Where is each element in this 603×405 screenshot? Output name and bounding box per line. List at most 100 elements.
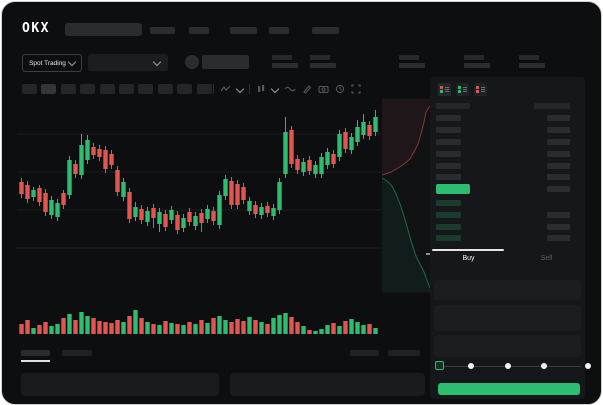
nav-item-1[interactable] (150, 27, 175, 34)
bid-price-1[interactable] (436, 200, 461, 206)
screenshot-camera-icon[interactable] (318, 84, 329, 94)
price-field[interactable] (434, 280, 581, 300)
last-price-badge[interactable] (436, 184, 470, 194)
candle-body (217, 195, 222, 225)
timeframe-button-5[interactable] (99, 84, 115, 94)
search-input[interactable] (65, 23, 142, 36)
candle-body (211, 211, 216, 221)
candle-body (97, 149, 102, 157)
ask-price-1[interactable] (436, 115, 461, 121)
depth-chart[interactable] (382, 98, 430, 293)
ask-amount-7 (547, 186, 570, 192)
bottom-action-1[interactable] (350, 350, 379, 356)
candle-body (115, 170, 120, 192)
settings-gear-icon[interactable] (335, 84, 345, 94)
orderbook-view-combined-button[interactable] (438, 83, 451, 96)
timeframe-button-3[interactable] (60, 84, 76, 94)
volume-bar (157, 325, 162, 334)
candle-body (325, 152, 330, 165)
volume-bar (217, 316, 222, 334)
chevron-down-icon[interactable] (235, 84, 245, 94)
nav-item-2[interactable] (189, 27, 209, 34)
candle-body (25, 185, 30, 199)
bottom-tab-history[interactable] (62, 350, 92, 356)
amount-field[interactable] (434, 305, 581, 331)
slider-handle[interactable] (435, 361, 444, 370)
orderbook-view-asks-button[interactable] (474, 83, 487, 96)
volume-bar (85, 316, 90, 334)
orderbook-trade-panel: Buy Sell (430, 77, 591, 399)
bottom-action-2[interactable] (388, 350, 420, 356)
slider-stop-2[interactable] (505, 363, 511, 369)
bid-price-4[interactable] (436, 235, 461, 241)
ask-amount-3 (547, 139, 570, 145)
ask-price-3[interactable] (436, 139, 461, 145)
timeframe-button-7[interactable] (138, 84, 154, 94)
bid-price-2[interactable] (436, 212, 461, 218)
volume-bar (103, 322, 108, 334)
ask-price-5[interactable] (436, 163, 461, 169)
volume-bar (19, 324, 24, 334)
volume-bar (295, 322, 300, 334)
candle-body (163, 214, 168, 227)
stat-value-4 (464, 63, 490, 68)
line-tool-icon[interactable] (284, 84, 296, 94)
nav-item-4[interactable] (269, 27, 289, 34)
ask-price-2[interactable] (436, 127, 461, 133)
timeframe-button-9[interactable] (177, 84, 193, 94)
timeframe-button-6[interactable] (119, 84, 134, 94)
ask-price-4[interactable] (436, 151, 461, 157)
volume-bar (61, 318, 66, 334)
volume-bar (337, 326, 342, 334)
ob-header-amount (534, 103, 570, 109)
chart-toolbar-icons (213, 83, 361, 95)
stat-label-5 (519, 55, 539, 60)
slider-stop-3[interactable] (541, 363, 547, 369)
candle-body (73, 164, 78, 174)
volume-bar (79, 312, 84, 334)
volume-bar (325, 325, 330, 334)
candle-body (277, 182, 282, 210)
candlestick-chart[interactable] (17, 98, 383, 294)
ask-amount-1 (547, 115, 570, 121)
tab-buy[interactable]: Buy (462, 255, 475, 262)
draw-pencil-icon[interactable] (302, 84, 312, 94)
total-field[interactable] (434, 335, 581, 357)
ask-price-6[interactable] (436, 174, 461, 180)
fullscreen-expand-icon[interactable] (351, 84, 361, 94)
nav-item-5[interactable] (312, 27, 339, 34)
volume-bar (361, 325, 366, 334)
volume-bar (145, 322, 150, 334)
bottom-tab-orders[interactable] (21, 350, 50, 356)
active-tab-indicator (432, 249, 504, 251)
candle-body (181, 218, 186, 228)
pair-selector-dropdown[interactable] (88, 54, 168, 71)
candle-body (205, 209, 210, 219)
market-type-selector[interactable]: Spot Trading (22, 54, 82, 72)
timeframe-button-4[interactable] (80, 84, 96, 94)
timeframe-button-8[interactable] (157, 84, 173, 94)
volume-chart[interactable] (17, 290, 383, 336)
volume-bar (373, 328, 378, 334)
volume-bar (67, 314, 72, 334)
stat-label-1 (272, 55, 292, 60)
okx-logo[interactable]: OKX (22, 21, 50, 36)
orderbook-view-bids-button[interactable] (456, 83, 469, 96)
stat-value-1 (272, 63, 298, 68)
candle-body (331, 154, 336, 164)
candle-body (367, 125, 372, 136)
slider-stop-4[interactable] (585, 363, 591, 369)
slider-stop-1[interactable] (468, 363, 474, 369)
timeframe-button-2[interactable] (41, 84, 57, 94)
nav-item-3[interactable] (230, 27, 257, 34)
timeframe-button-10[interactable] (196, 84, 212, 94)
tab-sell[interactable]: Sell (540, 255, 553, 262)
bid-price-3[interactable] (436, 224, 461, 230)
chart-style-icon[interactable] (256, 84, 266, 94)
timeframe-button-1[interactable] (22, 84, 37, 94)
indicators-icon[interactable] (220, 84, 231, 94)
buy-submit-button[interactable] (438, 383, 580, 395)
volume-bar (109, 323, 114, 334)
chevron-down-icon[interactable] (270, 84, 280, 94)
candle-body (43, 193, 48, 212)
